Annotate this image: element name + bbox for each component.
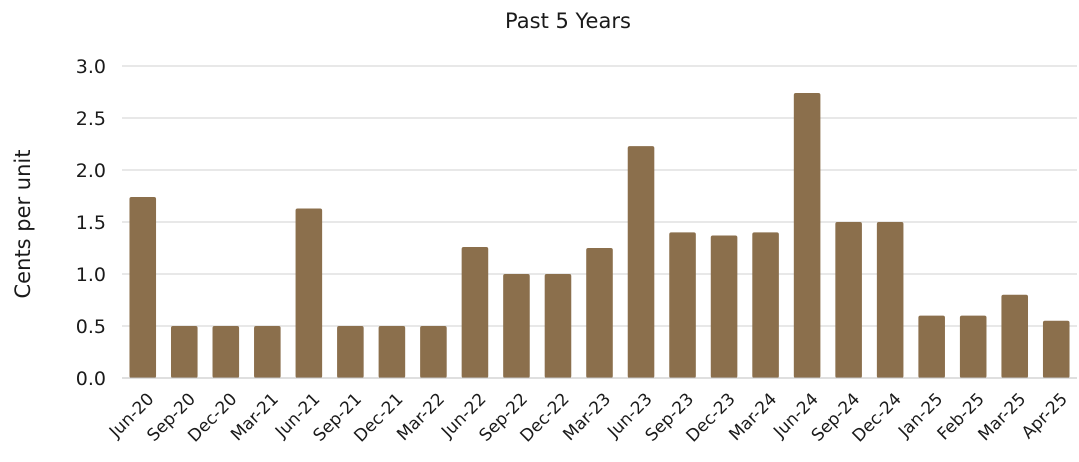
y-tick-label: 1.5	[76, 212, 106, 234]
bar	[627, 146, 655, 378]
chart-title: Past 5 Years	[505, 9, 631, 33]
x-axis-ticks: Jun-20Sep-20Dec-20Mar-21Jun-21Sep-21Dec-…	[105, 389, 1072, 446]
bar	[835, 222, 862, 378]
bar	[420, 326, 447, 378]
bar	[295, 208, 323, 378]
bar	[710, 235, 738, 378]
gridlines	[122, 65, 1077, 327]
bar	[544, 274, 572, 378]
bars	[129, 93, 1070, 378]
y-tick-label: 3.0	[76, 56, 106, 78]
bar	[212, 326, 240, 378]
y-axis-title: Cents per unit	[11, 150, 35, 299]
bar	[254, 326, 281, 378]
y-tick-label: 0.0	[76, 368, 106, 390]
y-tick-label: 2.0	[76, 160, 106, 182]
bar	[876, 222, 904, 378]
bar	[959, 315, 987, 378]
y-tick-label: 2.5	[76, 108, 106, 130]
y-axis-ticks: 0.0 0.5 1.0 1.5 2.0 2.5 3.0	[76, 56, 106, 390]
bar	[170, 326, 198, 378]
y-tick-label: 0.5	[76, 316, 106, 338]
bar	[669, 232, 696, 378]
y-tick-label: 1.0	[76, 264, 106, 286]
bar	[918, 315, 945, 378]
bar	[1042, 320, 1070, 378]
bar	[793, 93, 821, 378]
bar	[461, 246, 489, 378]
bar	[337, 326, 364, 378]
bar	[1001, 294, 1029, 378]
bar	[586, 248, 613, 378]
bar	[503, 274, 530, 378]
bar	[378, 326, 406, 378]
bar	[129, 197, 157, 378]
x-tick-label: Apr-25	[1018, 389, 1072, 443]
bar	[752, 232, 779, 378]
